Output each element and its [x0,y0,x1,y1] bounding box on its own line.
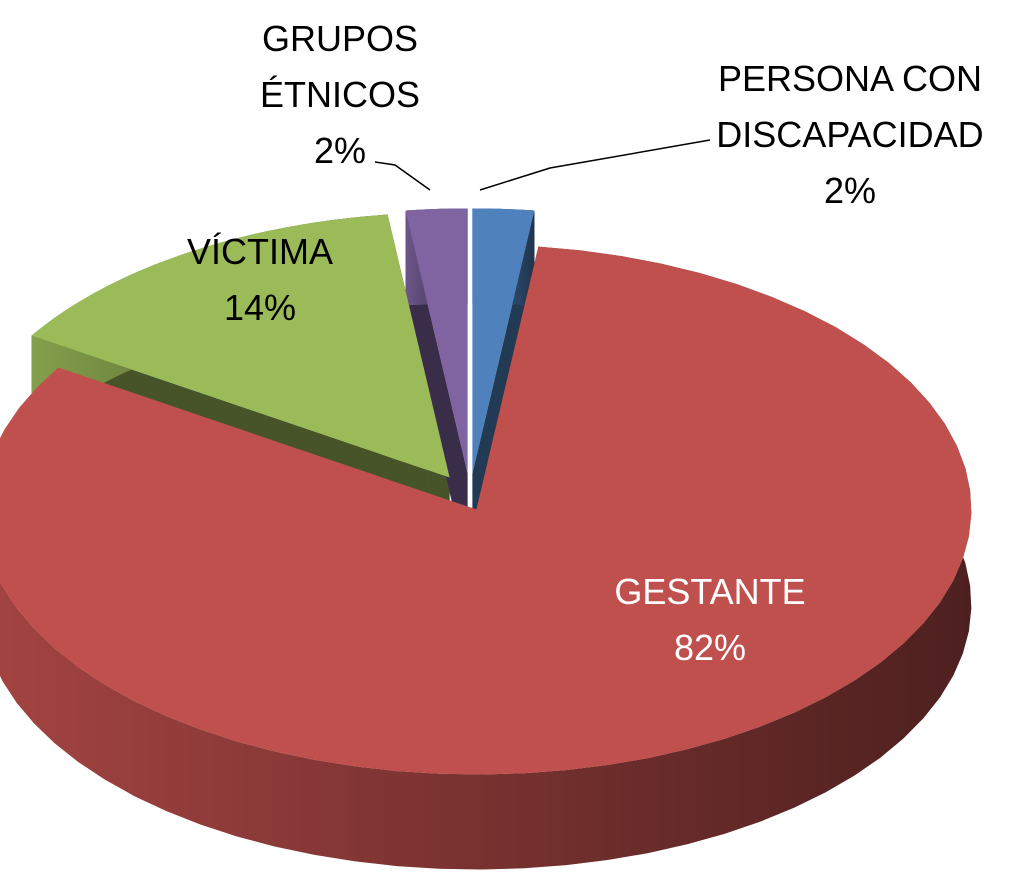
slice-label: PERSONA CON DISCAPACIDAD 2% [715,51,985,219]
slice [472,208,535,474]
slice [405,208,468,474]
slice [0,246,972,775]
value-label: 2% [313,130,367,171]
slice [31,214,450,478]
leader-line [374,161,431,191]
value-label: 82% [673,627,747,668]
leader-line [479,139,711,191]
category-label: PERSONA CON DISCAPACIDAD [716,58,984,155]
slice-label: GRUPOS ÉTNICOS 2% [205,11,475,179]
category-label: GESTANTE [614,571,806,612]
slice-label: GESTANTE 82% [575,564,845,676]
category-label: GRUPOS ÉTNICOS [259,18,420,115]
value-label: 14% [223,287,297,328]
category-label: VÍCTIMA [186,231,333,272]
slice-label: VÍCTIMA 14% [125,224,395,336]
value-label: 2% [823,170,877,211]
